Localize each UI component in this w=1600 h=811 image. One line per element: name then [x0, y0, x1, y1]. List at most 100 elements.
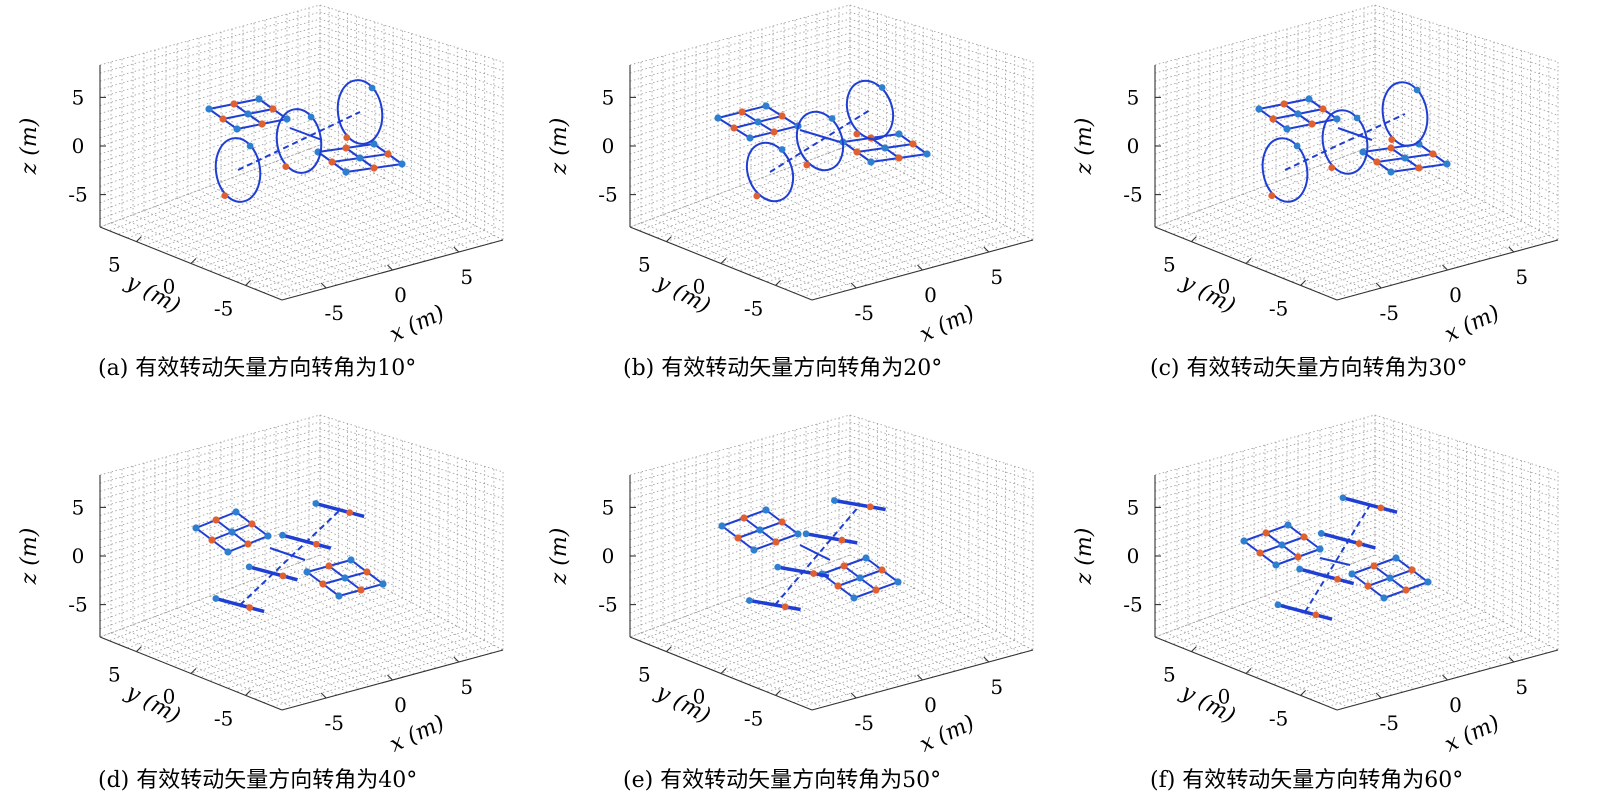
grid-line	[308, 558, 493, 654]
panel-node	[1387, 168, 1395, 176]
grid-line	[319, 88, 504, 170]
hoop-node	[1353, 114, 1361, 122]
grid-line	[99, 491, 321, 565]
grid-line	[1374, 53, 1559, 125]
grid-line	[629, 123, 851, 204]
grid-line	[849, 32, 1034, 98]
z-tick-label: -5	[1123, 593, 1142, 617]
grid-line	[99, 116, 321, 195]
grid-line	[629, 81, 851, 155]
grid-line	[695, 202, 879, 283]
hoop-ring	[214, 137, 262, 203]
grid-line	[748, 206, 970, 275]
grid-line	[757, 621, 979, 689]
grid-line	[827, 152, 1012, 247]
y-tick-label: 0	[693, 275, 706, 299]
structure-b	[714, 79, 931, 203]
grid-line	[629, 102, 851, 179]
grid-line	[1154, 74, 1376, 147]
hoop-node	[343, 134, 351, 142]
grid-line	[629, 137, 851, 220]
grid-line	[319, 463, 504, 535]
grid-line	[784, 225, 1006, 290]
z-tick-label: 5	[72, 495, 85, 519]
panel-node	[1272, 561, 1280, 569]
panel-node	[1373, 158, 1381, 166]
grid-line	[1236, 187, 1458, 261]
grid-line	[199, 196, 421, 268]
grid-line	[319, 526, 504, 615]
z-tick-label: -5	[68, 593, 87, 617]
panel-node	[770, 128, 778, 136]
grid-line	[99, 519, 321, 597]
grid-line	[319, 102, 504, 187]
panel-node	[862, 554, 870, 562]
grid-line	[209, 185, 393, 271]
grid-line	[1165, 222, 1349, 298]
grid-line	[1198, 210, 1382, 289]
grid-line	[1309, 635, 1531, 700]
grid-line	[1154, 109, 1376, 187]
hoop-node	[282, 163, 290, 171]
panel-node	[363, 568, 371, 576]
panel-node	[356, 154, 364, 162]
grid-line	[816, 566, 1001, 660]
grid-line	[662, 624, 846, 702]
hoop-node	[830, 497, 838, 504]
z-tick-label: 5	[1127, 495, 1140, 519]
grid-line	[1341, 566, 1526, 660]
grid-line	[629, 109, 851, 187]
panel-node	[1380, 594, 1388, 602]
grid-line	[187, 193, 371, 277]
grid-line	[1154, 477, 1376, 549]
panel-node	[772, 538, 780, 546]
grid-line	[629, 533, 851, 614]
y-tick	[775, 280, 781, 286]
grid-line	[1282, 211, 1504, 279]
grid-line	[110, 632, 294, 708]
grid-line	[849, 102, 1034, 187]
y-tick	[775, 690, 781, 696]
hoop-ring	[336, 79, 384, 145]
z-tick-label: -5	[598, 183, 617, 207]
panel-node	[319, 580, 327, 588]
hoop-node	[312, 540, 320, 548]
panel-node	[850, 594, 858, 602]
grid-line	[190, 602, 412, 674]
x-axis-label: x (m)	[916, 711, 979, 758]
grid-line	[739, 201, 960, 272]
grid-line	[319, 442, 504, 508]
y-tick	[1300, 690, 1306, 696]
grid-line	[110, 222, 294, 298]
panel-node	[244, 540, 252, 548]
panel-node	[1386, 574, 1394, 582]
panel-node	[834, 582, 842, 590]
hoop-node	[853, 130, 861, 138]
grid-line	[748, 616, 970, 685]
grid-line	[165, 202, 349, 283]
panel-node	[856, 574, 864, 582]
grid-line	[1374, 519, 1559, 606]
panel-node	[1429, 150, 1437, 158]
panel-node	[325, 562, 333, 570]
grid-line	[849, 519, 1034, 606]
panel-node	[1319, 105, 1327, 113]
grid-line	[1374, 109, 1559, 196]
grid-line	[319, 116, 504, 205]
grid-line	[127, 568, 348, 649]
panel-node	[1294, 553, 1302, 561]
grid-line	[1264, 611, 1485, 682]
grid-line	[629, 477, 851, 549]
y-tick-label: 5	[108, 663, 121, 687]
caption-b: (b) 有效转动矢量方向转角为20°	[623, 356, 943, 381]
grid-line	[319, 505, 504, 589]
hoop-node	[1312, 611, 1320, 619]
x-axis-label: x (m)	[386, 301, 449, 348]
panel-node	[894, 578, 902, 586]
grid-line	[640, 222, 824, 298]
x-tick-label: 0	[924, 693, 937, 717]
hoop-node	[803, 161, 811, 169]
